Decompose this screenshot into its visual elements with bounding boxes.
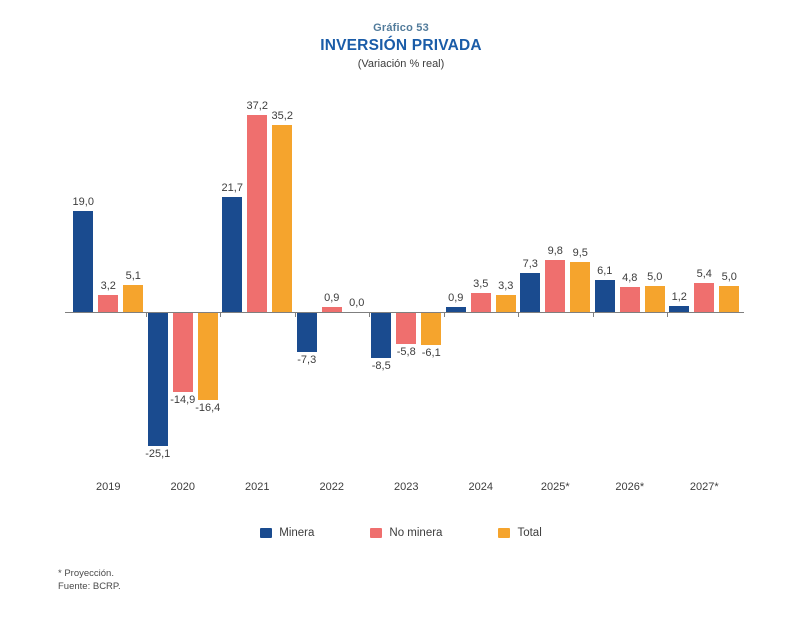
x-axis-label: 2020 — [170, 481, 195, 493]
x-axis — [65, 312, 744, 313]
bar-minera-2027 — [669, 305, 690, 312]
legend-label: Minera — [279, 527, 315, 539]
bar-no-minera-2020 — [172, 313, 193, 392]
bar-value-label: 37,2 — [246, 99, 268, 112]
axis-tick — [369, 313, 370, 317]
bar-value-label: 0,9 — [448, 292, 464, 305]
x-axis-label: 2021 — [245, 481, 270, 493]
bar-value-label: 5,0 — [721, 270, 737, 283]
bar-value-label: 3,3 — [498, 279, 514, 292]
axis-tick — [145, 313, 147, 317]
legend-item-no-minera: No minera — [370, 527, 442, 539]
bar-value-label: 21,7 — [221, 181, 243, 194]
chart-number: Gráfico 53 — [373, 22, 429, 34]
x-axis-label: 2022 — [319, 481, 344, 493]
bar-value-label: 6,1 — [597, 264, 613, 277]
bar-no-minera-2022 — [321, 307, 342, 312]
bar-value-label: 1,2 — [671, 290, 687, 303]
x-axis-label: 2026* — [615, 481, 645, 493]
x-axis-label: 2023 — [394, 481, 419, 493]
bar-value-label: -25,1 — [145, 448, 171, 461]
bar-value-label: -5,8 — [396, 345, 416, 358]
bar-minera-2024 — [445, 307, 466, 312]
bar-no-minera-2027 — [694, 283, 715, 312]
legend-swatch-minera — [260, 528, 273, 538]
chart-footnote: * Proyección. Fuente: BCRP. — [58, 567, 121, 594]
axis-tick — [667, 313, 668, 317]
legend-item-total: Total — [498, 527, 542, 539]
bar-value-label: 0,9 — [324, 292, 340, 305]
bar-total-2019 — [123, 284, 144, 312]
bar-total-2021 — [272, 125, 293, 312]
bar-value-label: -16,4 — [195, 401, 221, 414]
bar-no-minera-2025 — [545, 260, 566, 312]
bar-minera-2021 — [222, 196, 243, 312]
bar-value-label: 5,1 — [125, 269, 141, 282]
bar-total-2026 — [644, 285, 665, 312]
bar-total-2024 — [495, 294, 516, 312]
bar-value-label: 19,0 — [72, 196, 94, 209]
axis-tick — [592, 313, 594, 317]
chart-subtitle: (Variación % real) — [357, 58, 445, 70]
bar-minera-2026 — [594, 279, 615, 312]
bar-minera-2025 — [520, 273, 541, 312]
bar-minera-2022 — [296, 313, 317, 352]
chart-title: INVERSIÓN PRIVADA — [320, 37, 482, 54]
x-axis-label: 2019 — [96, 481, 121, 493]
axis-tick — [220, 313, 221, 317]
axis-tick — [294, 313, 296, 317]
bar-value-label: 5,4 — [696, 268, 712, 281]
bar-minera-2020 — [147, 313, 168, 447]
source-note: Fuente: BCRP. — [58, 581, 121, 593]
axis-tick — [518, 313, 519, 317]
bar-value-label: 5,0 — [647, 270, 663, 283]
bar-no-minera-2021 — [247, 114, 268, 312]
bar-value-label: 4,8 — [622, 271, 638, 284]
bar-value-label: 0,0 — [349, 297, 365, 309]
bar-total-2020 — [197, 313, 218, 400]
chart-legend: Minera No minera Total — [0, 527, 802, 539]
bar-value-label: 3,2 — [100, 280, 116, 293]
axis-tick — [443, 313, 445, 317]
bar-value-label: 9,8 — [547, 245, 563, 258]
legend-swatch-total — [498, 528, 511, 538]
bar-no-minera-2026 — [619, 286, 640, 312]
x-axis-label: 2025* — [540, 481, 570, 493]
bar-value-label: 35,2 — [271, 110, 293, 123]
bar-chart-plot: 2019 19,0 3,2 5,1 2020 -25,1 -14,9 -16,4 2021 21,… — [65, 90, 765, 505]
legend-swatch-no-minera — [370, 528, 383, 538]
bar-value-label: 7,3 — [522, 258, 538, 271]
bar-total-2027 — [719, 285, 740, 312]
bar-value-label: -8,5 — [371, 360, 391, 373]
bar-value-label: 9,5 — [572, 246, 588, 259]
bar-value-label: -7,3 — [297, 353, 317, 366]
bar-value-label: 3,5 — [473, 278, 489, 291]
x-axis-label: 2027* — [689, 481, 719, 493]
bar-total-2023 — [421, 313, 442, 346]
x-axis-label: 2024 — [468, 481, 493, 493]
bar-minera-2023 — [371, 313, 392, 359]
bar-value-label: -6,1 — [421, 347, 441, 360]
bar-minera-2019 — [73, 211, 94, 312]
legend-label: No minera — [389, 527, 443, 539]
bar-no-minera-2019 — [98, 295, 119, 312]
bar-no-minera-2023 — [396, 313, 417, 344]
legend-label: Total — [517, 527, 542, 539]
chart-header: Gráfico 53 INVERSIÓN PRIVADA (Variación … — [0, 22, 802, 70]
legend-item-minera: Minera — [260, 527, 314, 539]
bar-value-label: -14,9 — [170, 393, 196, 406]
projection-note: * Proyección. — [58, 568, 114, 579]
bar-no-minera-2024 — [470, 293, 491, 312]
bar-total-2025 — [570, 261, 591, 312]
